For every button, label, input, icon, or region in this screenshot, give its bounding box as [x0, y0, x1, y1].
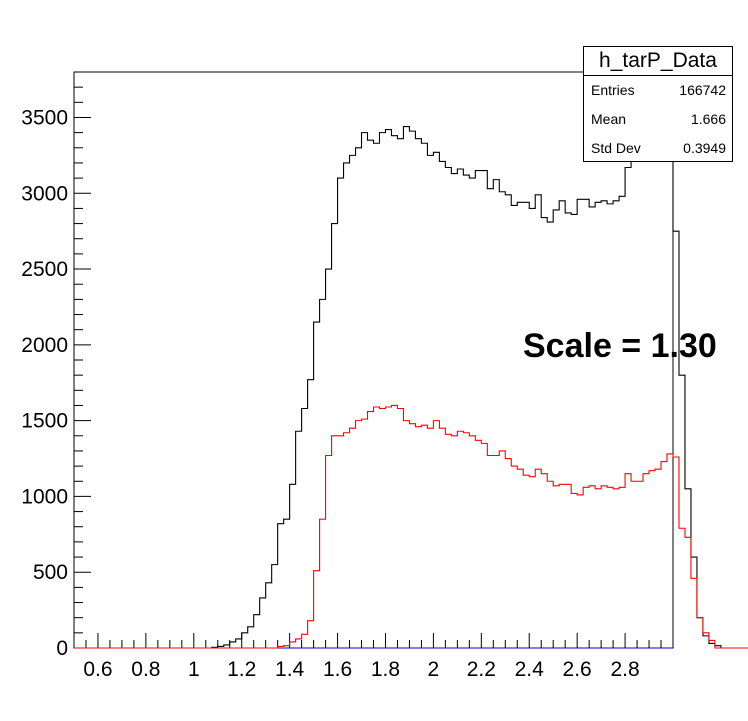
histogram-series-0	[74, 98, 748, 649]
stats-row-mean: Mean 1.666	[584, 105, 732, 134]
y-tick-label: 1000	[21, 485, 68, 508]
x-tick-label: 2.4	[515, 658, 545, 681]
stats-value: 166742	[679, 82, 726, 98]
scale-annotation: Scale = 1.30	[523, 327, 717, 365]
y-tick-label: 2000	[21, 334, 68, 357]
stats-title: h_tarP_Data	[584, 47, 732, 76]
axis-ticks	[73, 71, 674, 649]
x-tick-label: 2.8	[610, 658, 639, 681]
stats-label: Entries	[591, 82, 635, 98]
stats-box: h_tarP_Data Entries 166742 Mean 1.666 St…	[583, 46, 733, 162]
histogram-series-1	[74, 404, 748, 649]
y-tick-label: 0	[56, 637, 68, 660]
stats-label: Mean	[591, 111, 627, 127]
stats-row-stddev: Std Dev 0.3949	[584, 134, 732, 163]
stats-row-entries: Entries 166742	[584, 76, 732, 105]
stats-value: 0.3949	[683, 140, 726, 156]
y-tick-label: 1500	[21, 410, 68, 433]
stats-value: 1.666	[690, 111, 726, 127]
stats-label: Std Dev	[591, 140, 641, 156]
x-tick-label: 1.6	[323, 658, 352, 681]
x-tick-label: 1	[188, 658, 200, 681]
y-tick-label: 2500	[21, 258, 68, 281]
x-tick-label: 2.6	[563, 658, 592, 681]
axis-tick-labels: 0.6 0.8 1 1.2 1.4 1.6 1.8 2 2.2 2.4 2.6 2.8 0 500 1000…	[21, 106, 639, 681]
y-tick-label: 500	[33, 561, 68, 584]
y-tick-label: 3500	[21, 106, 68, 129]
x-tick-label: 0.8	[131, 658, 160, 681]
x-tick-label: 1.4	[275, 658, 305, 681]
x-tick-label: 1.2	[227, 658, 256, 681]
x-tick-label: 1.8	[371, 658, 400, 681]
x-tick-label: 2	[428, 658, 440, 681]
series-layer	[74, 98, 748, 649]
y-tick-label: 3000	[21, 182, 68, 205]
x-tick-label: 2.2	[467, 658, 496, 681]
x-tick-label: 0.6	[83, 658, 112, 681]
